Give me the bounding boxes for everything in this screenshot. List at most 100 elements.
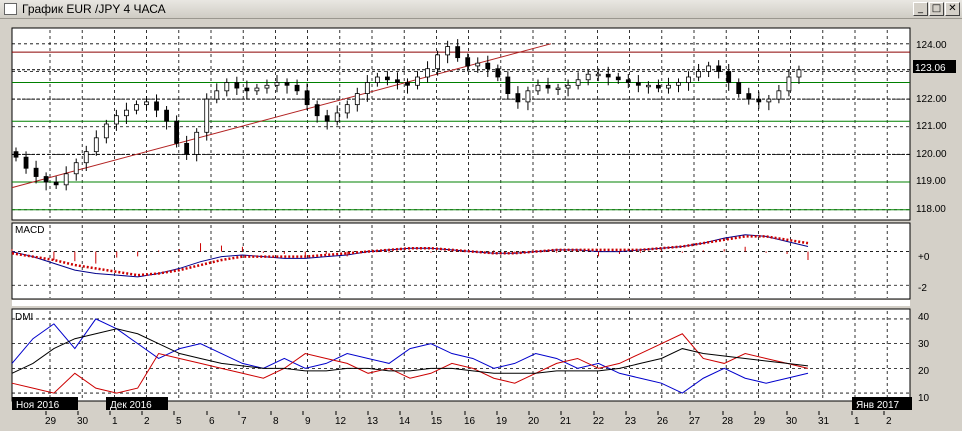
candle-body — [124, 109, 129, 117]
candle-body — [174, 120, 180, 144]
month-label: Янв 2017 — [856, 400, 900, 411]
month-badge — [852, 397, 912, 410]
panel-separator — [12, 300, 910, 306]
candle-body — [736, 82, 742, 94]
candle-body — [515, 93, 521, 103]
candle-body — [425, 68, 430, 78]
chart-canvas[interactable]: 124.00 123.06 122.00 121.00 120.00 119.0… — [0, 20, 962, 431]
price-tick-label: 122.00 — [916, 94, 947, 105]
month-label: Дек 2016 — [110, 400, 152, 411]
day-label: 9 — [305, 416, 311, 427]
month-badge — [12, 397, 78, 410]
day-label: 12 — [335, 416, 347, 427]
day-label: 16 — [464, 416, 476, 427]
price-tick-label: 124.00 — [916, 40, 947, 51]
candle-body — [555, 87, 561, 90]
candle-body — [164, 109, 169, 122]
maximize-button[interactable]: □ — [929, 2, 944, 16]
candle-body — [364, 82, 370, 94]
trendline — [11, 43, 551, 189]
candle-body — [495, 68, 501, 78]
day-label: 19 — [496, 416, 508, 427]
price-tick-label: 120.00 — [916, 149, 947, 160]
close-button[interactable]: ✕ — [945, 2, 960, 16]
macd-lines — [11, 234, 809, 278]
current-price-label: 123.06 — [915, 63, 946, 74]
candle-body — [645, 84, 651, 88]
candle-body — [445, 46, 451, 56]
candle-body — [756, 98, 762, 103]
dmi-tick-label: 30 — [918, 339, 930, 350]
candle-body — [284, 82, 290, 86]
dmi-panel[interactable] — [11, 308, 911, 402]
day-label: 29 — [45, 416, 57, 427]
dmi-title: DMI — [15, 312, 33, 323]
candle-body — [706, 65, 712, 72]
macd-title: MACD — [15, 225, 44, 236]
dmi-tick-label: 10 — [918, 393, 930, 404]
candle-body — [53, 181, 59, 186]
month-badge — [106, 397, 168, 410]
candle-body — [545, 84, 551, 89]
dmi-series-line — [11, 333, 809, 394]
candle-body — [234, 82, 240, 89]
macd-tick-label: -2 — [918, 283, 927, 294]
candle-body — [676, 82, 681, 86]
macd-series-line — [11, 234, 809, 278]
candle-body — [455, 46, 461, 59]
candle-body — [224, 82, 230, 92]
day-label: 1 — [112, 416, 118, 427]
candle-body — [254, 87, 260, 92]
candle-body — [535, 84, 541, 92]
price-axis: 124.00 123.06 122.00 121.00 120.00 119.0… — [913, 40, 956, 215]
candle-body — [23, 156, 29, 169]
candle-body — [726, 71, 732, 83]
candle-body — [405, 82, 410, 86]
chart-area[interactable]: 124.00 123.06 122.00 121.00 120.00 119.0… — [0, 20, 962, 431]
candle-body — [525, 90, 531, 103]
candle-body — [415, 76, 420, 86]
candle-body — [154, 101, 159, 111]
dmi-tick-label: 40 — [918, 312, 930, 323]
candle-body — [334, 112, 340, 122]
candle-body — [395, 79, 400, 83]
candle-body — [485, 62, 491, 70]
price-panel[interactable] — [11, 27, 911, 221]
candle-body — [385, 76, 390, 81]
candle-body — [625, 79, 631, 83]
day-label: 22 — [593, 416, 605, 427]
candle-body — [63, 173, 69, 186]
candle-body — [635, 82, 641, 86]
day-label: 7 — [241, 416, 247, 427]
window-title: График EUR /JPY 4 ЧАСА — [22, 2, 166, 16]
candle-body — [73, 162, 79, 175]
chart-icon — [4, 3, 17, 15]
day-label: 29 — [754, 416, 766, 427]
candle-body — [615, 76, 621, 81]
candle-body — [666, 84, 671, 89]
candle-body — [575, 79, 581, 86]
grid-layer — [12, 30, 910, 400]
minimize-button[interactable]: _ — [913, 2, 928, 16]
candle-body — [204, 98, 210, 133]
title-bar[interactable]: График EUR /JPY 4 ЧАСА _ □ ✕ — [0, 0, 962, 19]
current-price-badge — [913, 60, 956, 73]
dmi-series-line — [11, 328, 809, 374]
candle-body — [595, 73, 601, 77]
day-label: 2 — [886, 416, 892, 427]
day-label: 8 — [273, 416, 279, 427]
candle-body — [134, 104, 139, 111]
candle-body — [274, 82, 280, 86]
candle-body — [13, 151, 19, 158]
day-label: 21 — [560, 416, 572, 427]
price-tick-label: 118.00 — [916, 204, 946, 215]
day-label: 20 — [528, 416, 540, 427]
candle-body — [214, 90, 220, 100]
candle-body — [244, 87, 250, 92]
macd-tick-label: +0 — [918, 252, 930, 263]
day-label: 23 — [625, 416, 637, 427]
candle-body — [93, 137, 99, 153]
candle-body — [465, 57, 471, 67]
candle-body — [113, 115, 119, 125]
candle-body — [605, 73, 611, 78]
